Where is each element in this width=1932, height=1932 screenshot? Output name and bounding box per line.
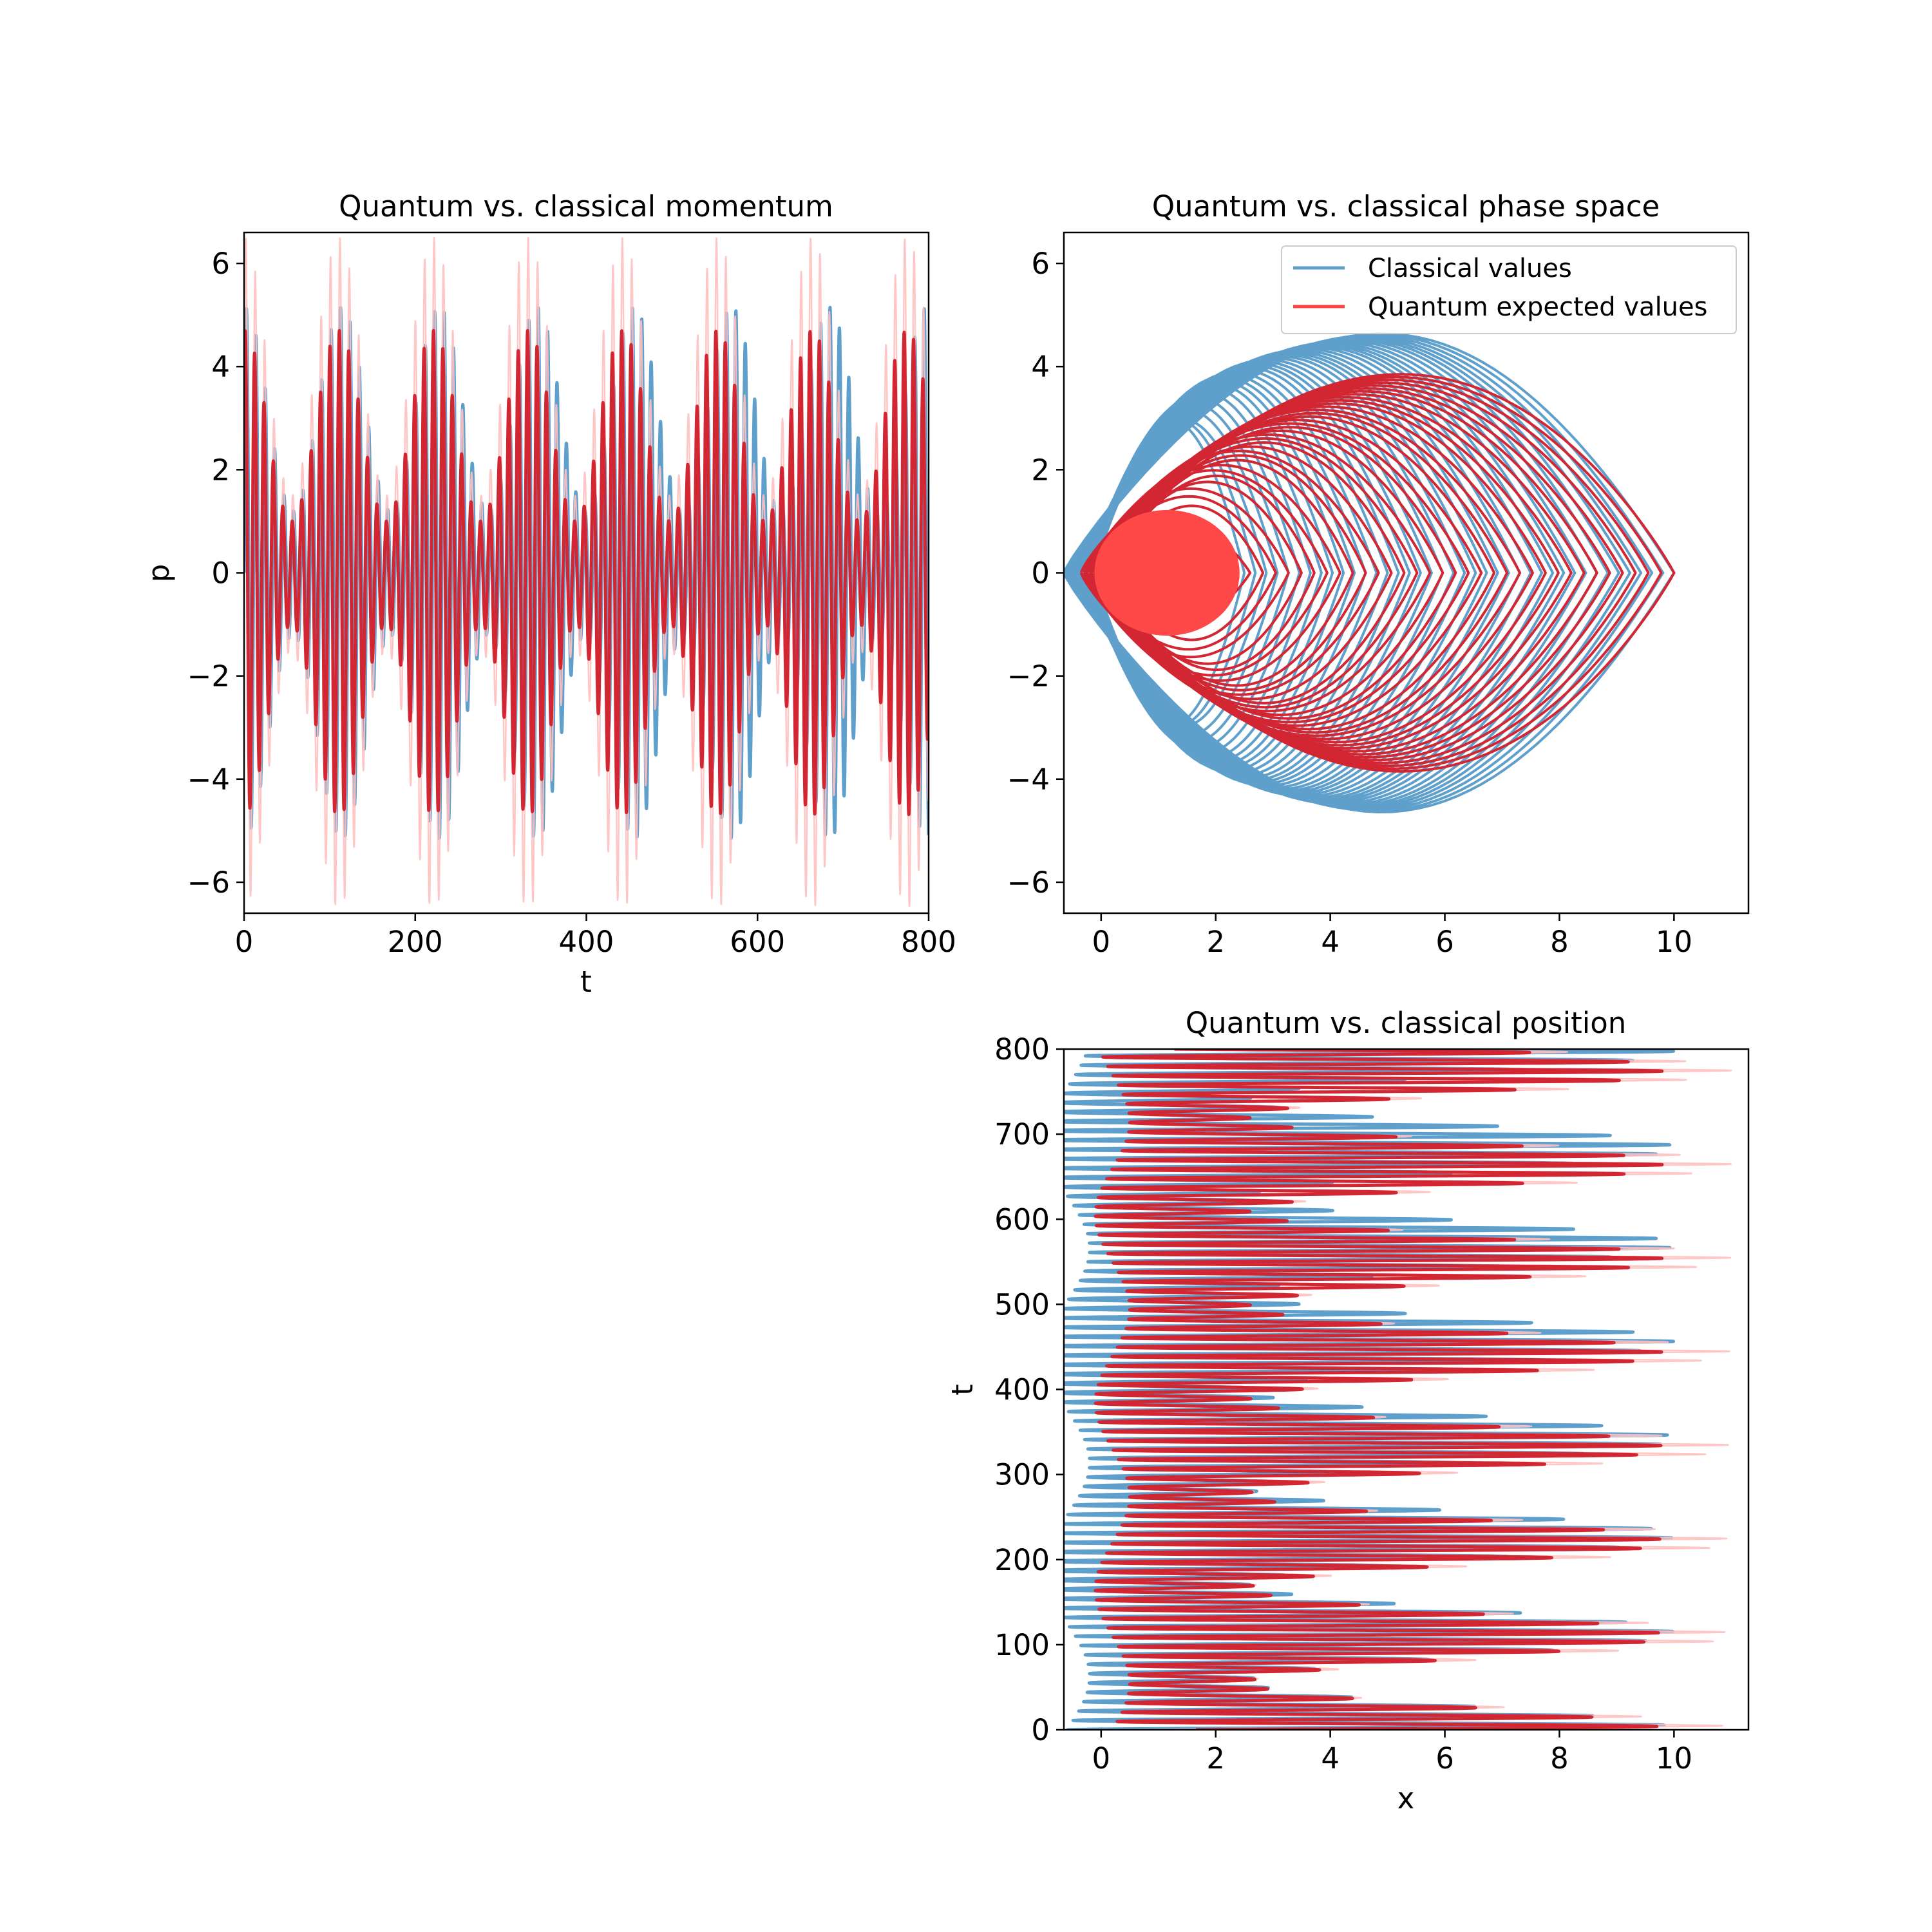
momentum-panel: Quantum vs. classical momentum 0 200 400 60… — [142, 189, 956, 999]
momentum-series-quantum — [244, 328, 929, 817]
phase-space-title: Quantum vs. classical phase space — [1152, 189, 1660, 223]
position-xtick-label: 10 — [1656, 1741, 1692, 1776]
legend-frame — [1281, 245, 1737, 334]
phase-ytick-label: −4 — [1007, 762, 1050, 797]
momentum-ytick-label: −6 — [187, 866, 230, 900]
momentum-ytick-label: 2 — [211, 453, 230, 487]
position-xtick-label: 4 — [1321, 1741, 1340, 1776]
position-xtick-label: 0 — [1092, 1741, 1110, 1776]
phase-series-quantum-core — [1094, 509, 1240, 636]
phase-space-legend: Classical values Quantum expected values — [1281, 245, 1737, 334]
phase-space-ticks: 0 2 4 6 8 10 6 4 2 0 −2 −4 −6 — [1007, 247, 1692, 959]
position-xtick-label: 2 — [1206, 1741, 1225, 1776]
phase-xtick-label: 8 — [1550, 925, 1569, 959]
momentum-title: Quantum vs. classical momentum — [339, 189, 833, 223]
momentum-ytick-label: −2 — [187, 659, 230, 694]
phase-ytick-label: −2 — [1007, 659, 1050, 694]
phase-xtick-label: 10 — [1656, 925, 1692, 959]
momentum-xtick-label: 600 — [730, 925, 785, 959]
phase-space-plot-area — [1064, 332, 1676, 814]
momentum-ytick-label: −4 — [187, 762, 230, 797]
position-plot-area — [1064, 1049, 1732, 1730]
position-ytick-label: 500 — [994, 1287, 1050, 1321]
position-ticks: 0 2 4 6 8 10 800 700 600 500 400 300 200 100 0 — [994, 1032, 1692, 1776]
legend-label-quantum: Quantum expected values — [1368, 292, 1707, 322]
phase-series-quantum — [1079, 373, 1676, 773]
momentum-ylabel: p — [142, 564, 176, 583]
phase-ytick-label: −6 — [1007, 866, 1050, 900]
position-ytick-label: 300 — [994, 1458, 1050, 1492]
position-ylabel: t — [945, 1384, 980, 1396]
phase-xtick-label: 2 — [1206, 925, 1225, 959]
momentum-ytick-label: 0 — [211, 556, 230, 591]
phase-xtick-label: 4 — [1321, 925, 1340, 959]
position-ytick-label: 0 — [1031, 1713, 1050, 1747]
position-series-quantum — [1094, 1049, 1664, 1730]
momentum-plot-area — [244, 236, 929, 907]
position-ytick-label: 100 — [994, 1628, 1050, 1662]
position-title: Quantum vs. classical position — [1186, 1006, 1627, 1040]
position-xtick-label: 8 — [1550, 1741, 1569, 1776]
phase-space-panel: Quantum vs. classical phase space 0 2 4 6 8 1… — [1007, 189, 1750, 959]
momentum-xtick-label: 200 — [388, 925, 443, 959]
momentum-ytick-label: 4 — [211, 350, 230, 384]
legend-label-classical: Classical values — [1368, 254, 1572, 283]
momentum-xlabel: t — [580, 965, 592, 999]
momentum-ticks: 0 200 400 600 800 6 4 2 0 −2 −4 −6 — [187, 247, 956, 959]
phase-xtick-label: 6 — [1435, 925, 1454, 959]
position-ytick-label: 200 — [994, 1543, 1050, 1577]
position-panel: Quantum vs. classical position 0 2 4 6 8 10 80… — [945, 1006, 1750, 1815]
position-ytick-label: 400 — [994, 1373, 1050, 1407]
position-xtick-label: 6 — [1435, 1741, 1454, 1776]
phase-ytick-label: 0 — [1031, 556, 1050, 591]
position-ytick-label: 600 — [994, 1202, 1050, 1236]
position-xlabel: x — [1397, 1781, 1415, 1815]
position-ytick-label: 800 — [994, 1032, 1050, 1066]
momentum-ytick-label: 6 — [211, 247, 230, 281]
phase-ytick-label: 4 — [1031, 350, 1050, 384]
phase-ytick-label: 6 — [1031, 247, 1050, 281]
momentum-xtick-label: 400 — [559, 925, 614, 959]
phase-ytick-label: 2 — [1031, 453, 1050, 487]
phase-xtick-label: 0 — [1092, 925, 1110, 959]
momentum-xtick-label: 800 — [901, 925, 956, 959]
momentum-xtick-label: 0 — [235, 925, 254, 959]
position-ytick-label: 700 — [994, 1117, 1050, 1151]
